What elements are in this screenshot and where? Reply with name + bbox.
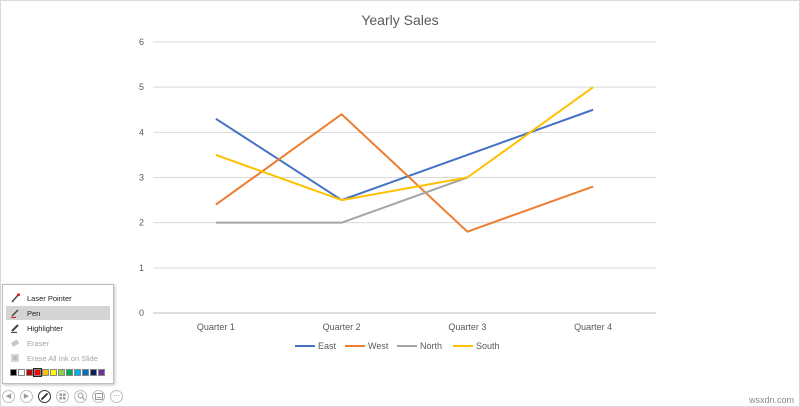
subtitles-icon[interactable] xyxy=(92,389,105,403)
x-tick-label: Quarter 3 xyxy=(448,322,486,332)
ink-color-swatch[interactable] xyxy=(26,369,33,376)
y-tick-label: 5 xyxy=(139,82,144,92)
menu-item-label: Highlighter xyxy=(27,323,63,333)
legend-label: North xyxy=(420,341,442,351)
x-tick-label: Quarter 1 xyxy=(197,322,235,332)
y-tick-label: 1 xyxy=(139,263,144,273)
ink-color-swatch[interactable] xyxy=(82,369,89,376)
x-tick-label: Quarter 2 xyxy=(323,322,361,332)
ink-color-swatch[interactable] xyxy=(42,369,49,376)
menu-item-label: Laser Pointer xyxy=(27,293,72,303)
y-tick-label: 4 xyxy=(139,127,144,137)
ink-color-swatch[interactable] xyxy=(50,369,57,376)
menu-item-laser-pointer[interactable]: Laser Pointer xyxy=(6,291,110,305)
ink-color-swatch[interactable] xyxy=(33,368,42,377)
menu-item-label: Erase All Ink on Slide xyxy=(27,353,98,363)
series-line-south xyxy=(215,86,594,202)
ink-color-swatch[interactable] xyxy=(58,369,65,376)
next-icon[interactable]: ▶ xyxy=(20,389,33,403)
pen-options-menu: Laser Pointer Pen Highlighter Eraser Era… xyxy=(2,284,114,384)
legend-label: West xyxy=(368,341,389,351)
laser-pointer-icon xyxy=(9,293,20,304)
legend-label: South xyxy=(476,341,500,351)
watermark: wsxdn.com xyxy=(748,395,794,405)
menu-item-eraser[interactable]: Eraser xyxy=(6,336,110,350)
erase-all-icon xyxy=(9,353,20,364)
ink-color-swatch[interactable] xyxy=(66,369,73,376)
slideshow-control-bar: ◀ ▶ ⋯ xyxy=(2,389,123,403)
series-line-west xyxy=(215,113,594,233)
x-tick-label: Quarter 4 xyxy=(574,322,612,332)
y-tick-label: 2 xyxy=(139,218,144,228)
menu-item-highlighter[interactable]: Highlighter xyxy=(6,321,110,335)
series-line-north xyxy=(215,176,468,224)
more-options-icon[interactable]: ⋯ xyxy=(110,389,123,403)
ink-color-swatch[interactable] xyxy=(90,369,97,376)
menu-item-label: Eraser xyxy=(27,338,50,348)
y-tick-label: 3 xyxy=(139,173,144,183)
menu-item-pen[interactable]: Pen xyxy=(6,306,110,320)
ink-color-swatch[interactable] xyxy=(10,369,17,376)
ink-color-palette xyxy=(10,368,105,377)
y-tick-label: 6 xyxy=(139,37,144,47)
ink-color-swatch[interactable] xyxy=(74,369,81,376)
eraser-icon xyxy=(9,338,20,349)
series-line-east xyxy=(215,108,594,202)
menu-item-label: Pen xyxy=(27,308,41,318)
highlighter-icon xyxy=(9,323,20,334)
see-all-slides-icon[interactable] xyxy=(56,389,69,403)
menu-item-erase-all-ink[interactable]: Erase All Ink on Slide xyxy=(6,351,110,365)
y-tick-label: 0 xyxy=(139,308,144,318)
pen-icon xyxy=(9,308,20,319)
previous-icon[interactable]: ◀ xyxy=(2,389,15,403)
ink-color-swatch[interactable] xyxy=(98,369,105,376)
chart-title: Yearly Sales xyxy=(361,12,438,28)
ink-color-swatch[interactable] xyxy=(18,369,25,376)
pen-icon[interactable] xyxy=(38,389,51,403)
zoom-icon[interactable] xyxy=(74,389,87,403)
legend-label: East xyxy=(318,341,337,351)
